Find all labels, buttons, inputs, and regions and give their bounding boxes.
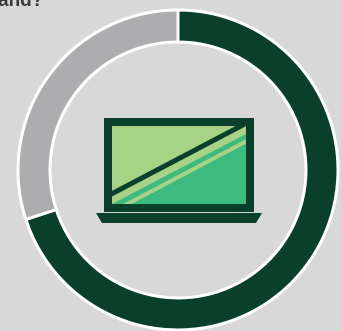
donut-segment <box>16 8 180 222</box>
donut <box>16 8 340 331</box>
laptop-icon <box>96 118 262 223</box>
chart-title: and? <box>0 0 43 11</box>
donut-segment <box>23 8 340 331</box>
